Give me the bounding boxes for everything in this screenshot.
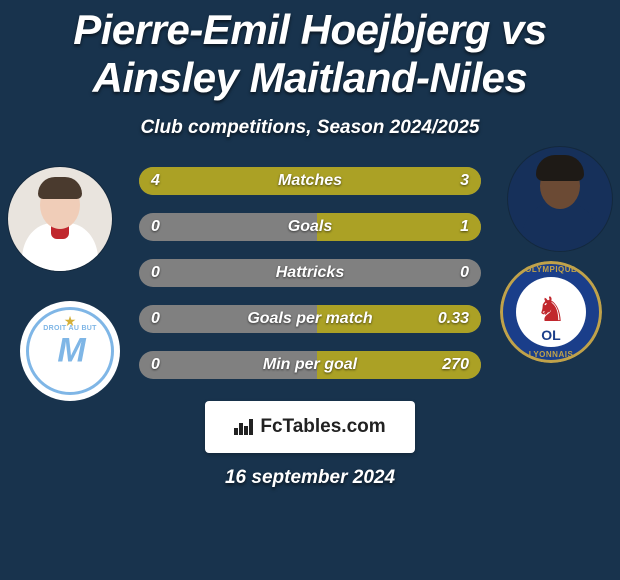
bar-chart-icon [234, 419, 254, 435]
comparison-card: Pierre-Emil Hoejbjerg vs Ainsley Maitlan… [0, 0, 620, 580]
page-title: Pierre-Emil Hoejbjerg vs Ainsley Maitlan… [0, 0, 620, 103]
stat-label: Hattricks [139, 259, 481, 287]
ol-top-text: OLYMPIQUE [500, 265, 602, 274]
stat-bar: 43Matches [139, 167, 481, 195]
source-label: FcTables.com [260, 416, 385, 438]
ol-bottom-text: LYONNAIS [500, 350, 602, 359]
date-label: 16 september 2024 [0, 467, 620, 489]
ol-letters: OL [500, 327, 602, 343]
club-right-badge: OLYMPIQUE LYONNAIS ♞ OL [500, 261, 602, 363]
player-right-avatar [508, 147, 612, 251]
stat-bar: 0270Min per goal [139, 351, 481, 379]
stat-bar: 01Goals [139, 213, 481, 241]
player-right-kit [522, 203, 598, 251]
player-right-hair [536, 155, 584, 181]
stat-bar: 00Hattricks [139, 259, 481, 287]
club-left-badge: ★ DROIT AU BUT M [20, 301, 120, 401]
stat-label: Goals per match [139, 305, 481, 333]
player-left-avatar [8, 167, 112, 271]
source-badge[interactable]: FcTables.com [205, 401, 415, 453]
om-letter: M [57, 331, 82, 370]
stat-bars: 43Matches 01Goals 00Hattricks 00.33Goals pe… [139, 167, 481, 379]
comparison-arena: ★ DROIT AU BUT M OLYMPIQUE LYONNAIS ♞ OL… [0, 167, 620, 379]
stat-label: Min per goal [139, 351, 481, 379]
stat-bar: 00.33Goals per match [139, 305, 481, 333]
ol-lion-icon: ♞ [536, 290, 566, 330]
stat-label: Goals [139, 213, 481, 241]
stat-label: Matches [139, 167, 481, 195]
subtitle: Club competitions, Season 2024/2025 [0, 117, 620, 139]
player-left-hair [38, 177, 82, 199]
